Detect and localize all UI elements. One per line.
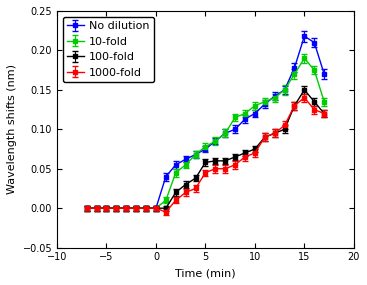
Y-axis label: Wavelength shifts (nm): Wavelength shifts (nm)	[7, 64, 17, 194]
X-axis label: Time (min): Time (min)	[175, 268, 236, 278]
Legend: No dilution, 10-fold, 100-fold, 1000-fold: No dilution, 10-fold, 100-fold, 1000-fol…	[62, 17, 154, 82]
